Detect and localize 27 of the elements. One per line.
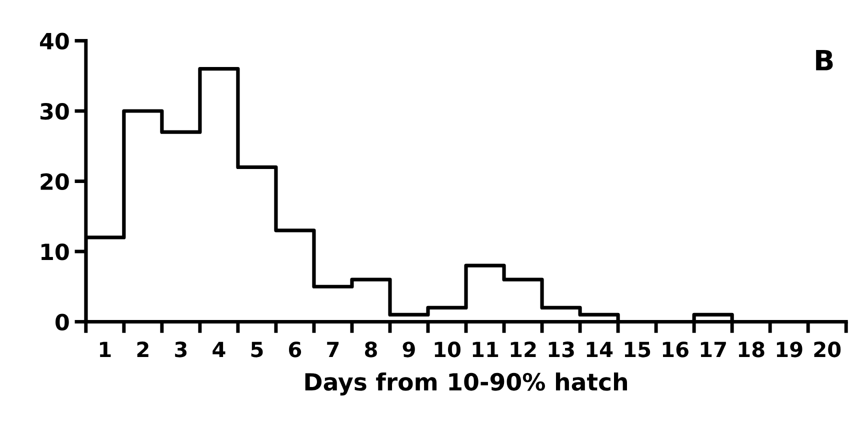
y-tick-label: 20 bbox=[40, 173, 69, 190]
x-tick-label: 6 bbox=[289, 342, 302, 358]
y-tick-label: 40 bbox=[40, 32, 69, 50]
x-axis-title: Days from 10-90% hatch bbox=[305, 372, 627, 396]
y-tick-label: 10 bbox=[42, 243, 69, 260]
x-tick-label: 12 bbox=[510, 342, 536, 358]
x-tick-label: 16 bbox=[662, 342, 688, 358]
x-tick-label: 2 bbox=[137, 342, 148, 358]
x-tick-label: 1 bbox=[100, 342, 111, 358]
x-tick-label: 13 bbox=[548, 342, 574, 358]
x-tick-label: 9 bbox=[402, 342, 415, 358]
x-tick-label: 5 bbox=[251, 342, 263, 358]
x-tick-label: 18 bbox=[738, 342, 764, 358]
x-tick-label: 7 bbox=[327, 342, 339, 358]
x-tick-label: 11 bbox=[472, 342, 498, 358]
x-tick-label: 8 bbox=[365, 342, 377, 358]
y-tick-label: 0 bbox=[56, 314, 69, 331]
x-tick-label: 17 bbox=[700, 342, 726, 358]
x-tick-label: 15 bbox=[624, 342, 650, 358]
x-tick-label: 19 bbox=[776, 342, 802, 358]
x-tick-label: 14 bbox=[586, 342, 613, 358]
y-tick-label: 30 bbox=[40, 102, 69, 120]
x-tick-label: 10 bbox=[434, 342, 460, 358]
annotation: B bbox=[816, 50, 833, 70]
x-tick-label: 4 bbox=[212, 342, 226, 358]
x-tick-label: 3 bbox=[175, 342, 187, 358]
x-tick-label: 20 bbox=[814, 342, 841, 358]
